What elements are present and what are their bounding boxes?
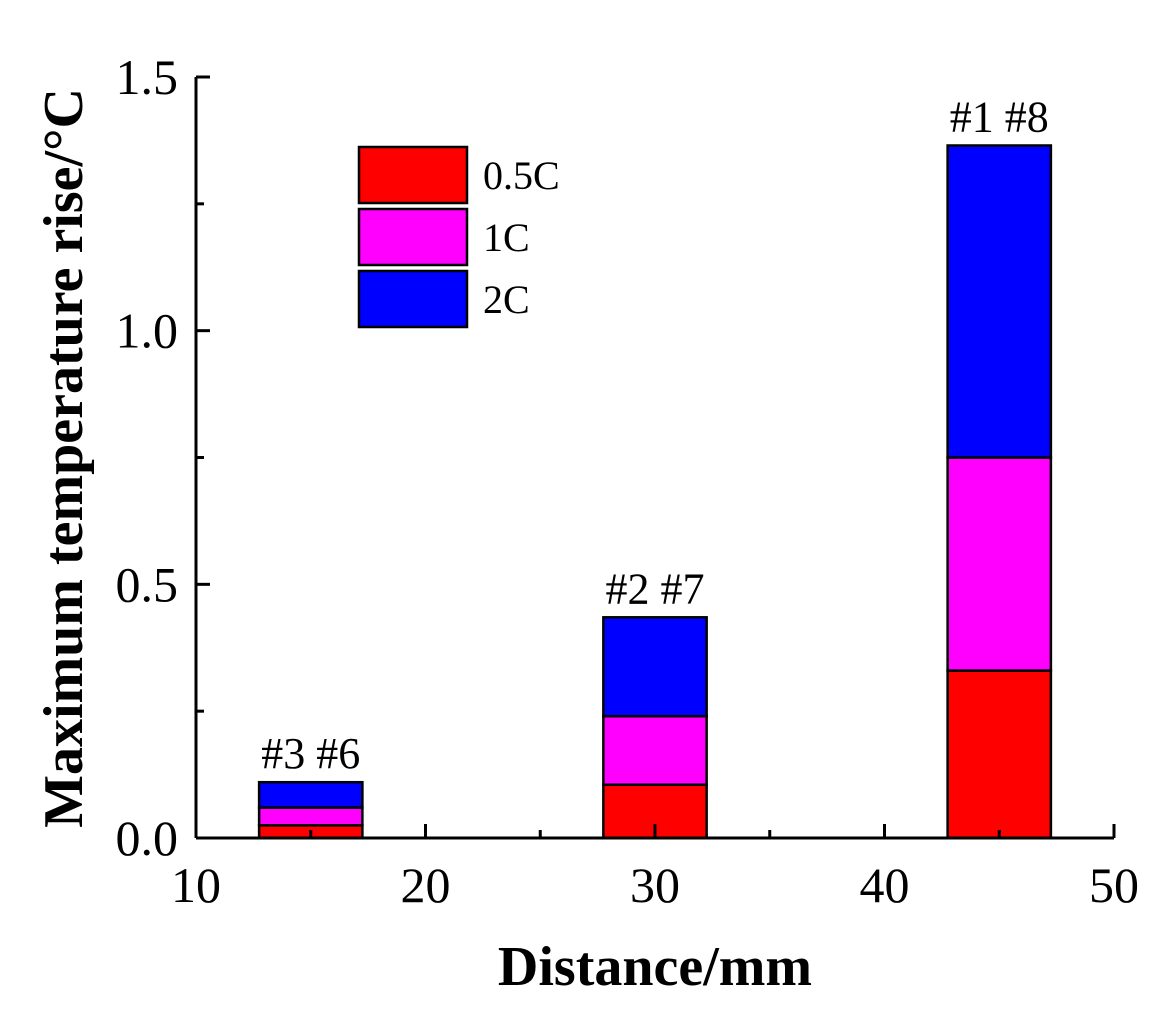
legend-swatch-2c	[357, 269, 469, 329]
x-tick-label: 20	[401, 857, 451, 913]
group-labels-layer: #3 #6 #2 #7 #1 #8	[261, 92, 1049, 778]
x-axis-title: Distance/mm	[498, 936, 812, 998]
x-tick-label: 50	[1089, 857, 1139, 913]
bars-layer	[257, 144, 1053, 840]
bar-segment-1c	[946, 456, 1053, 672]
y-tick-label: 1.0	[116, 303, 179, 359]
bar-segment-0-5c	[946, 669, 1053, 840]
y-tick-label: 0.0	[116, 810, 179, 866]
bar-segment-2c	[946, 144, 1053, 459]
legend-swatch-1c	[357, 207, 469, 267]
group-label: #3 #6	[261, 729, 360, 778]
group-label: #1 #8	[950, 92, 1049, 141]
ticks-layer: 10 20 30 40 50 0.0 0.5 1.0 1.5	[116, 49, 1140, 913]
bar-segment-1c	[602, 714, 708, 786]
legend-label: 1C	[483, 215, 530, 260]
y-axis-title: Maximum temperature rise/°C	[33, 88, 95, 828]
legend: 0.5C 1C 2C	[357, 145, 560, 329]
y-tick-label: 1.5	[116, 49, 179, 105]
bar-segment-1c	[257, 806, 364, 827]
y-tick-label: 0.5	[116, 556, 179, 612]
bar-segment-2c	[257, 780, 364, 809]
legend-swatch-0-5c	[357, 145, 469, 205]
x-tick-label: 40	[860, 857, 910, 913]
bar-segment-2c	[602, 616, 708, 718]
x-tick-label: 10	[171, 857, 221, 913]
x-tick-label: 30	[630, 857, 680, 913]
group-label: #2 #7	[606, 564, 705, 613]
legend-label: 2C	[483, 277, 530, 322]
legend-label: 0.5C	[483, 153, 560, 198]
